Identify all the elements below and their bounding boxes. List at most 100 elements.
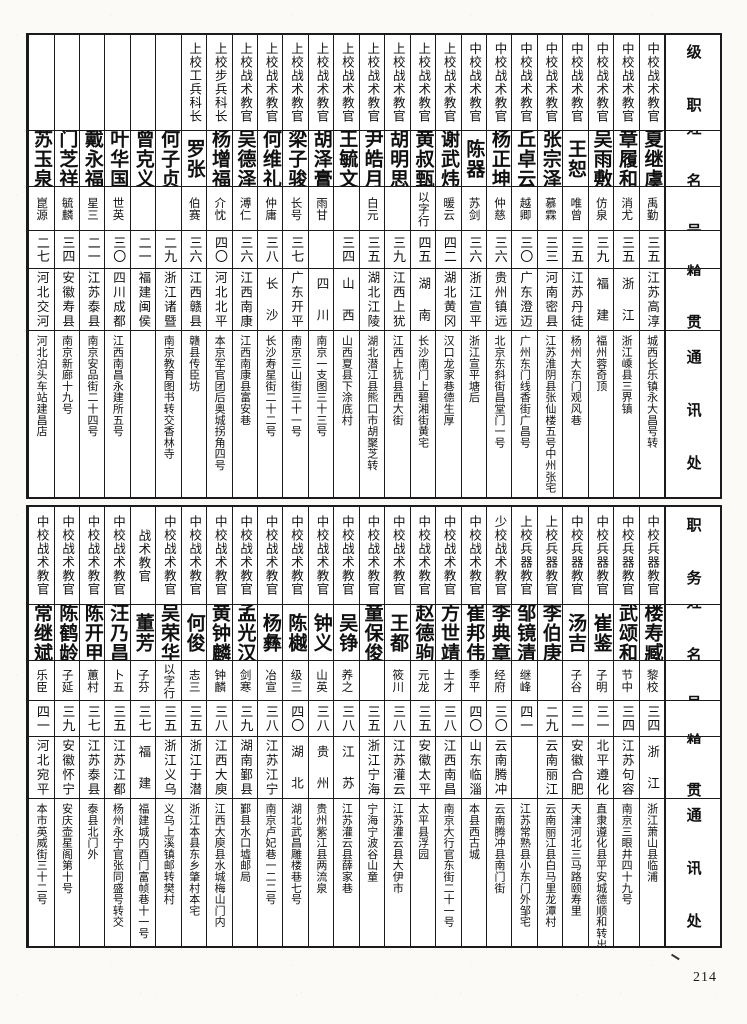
cell-age: 四〇: [283, 701, 308, 737]
person-column: 上校战术教官 谢武炜 暖云 四二 湖北黄冈 汉口龙家巷德生厚: [435, 35, 461, 497]
cell-alias: 唯曾: [563, 187, 588, 231]
cell-name: 邹镜清: [512, 605, 537, 661]
cell-text-name: 吴雨敷: [590, 131, 613, 187]
cell-native: 湖 南: [410, 269, 436, 331]
cell-text-age: 四〇: [288, 705, 304, 732]
cell-text-name: 杨彝: [259, 612, 282, 653]
cell-text-age: 三五: [364, 236, 380, 263]
cell-text-native: 江苏泰县: [85, 270, 101, 329]
cell-alias: 以字行: [410, 187, 436, 231]
cell-address: 汉口龙家巷德生厚: [436, 331, 460, 497]
cell-rank: 中校战术教官: [232, 507, 257, 605]
cell-age: 四一: [512, 701, 537, 737]
cell-rank: 中校战术教官: [283, 507, 308, 605]
cell-rank: 上校战术教官: [385, 35, 410, 131]
cell-text-native: 山东临淄: [467, 738, 483, 797]
cell-address: 杨州大东门观风巷: [563, 331, 587, 497]
cell-native: [512, 737, 537, 799]
row-label-address: 通 讯 处: [666, 799, 720, 946]
cell-alias: 蕙村: [79, 661, 105, 701]
cell-text-address: 福州蓉奇顶: [594, 335, 608, 392]
row-label-name: 姓 名: [666, 605, 720, 661]
person-column: 上校战术教官 胡明思 三九 江西上犹 江西上犹县西大街: [384, 35, 410, 497]
cell-text-rank: 中校战术教官: [492, 42, 508, 123]
cell-address: 江西上犹县西大街: [385, 331, 409, 497]
cell-rank: 中校战术教官: [105, 507, 130, 605]
cell-alias: 毓麟: [54, 187, 79, 231]
cell-rank: 少校战术教官: [486, 507, 512, 605]
cell-name: 赵德驹: [410, 605, 436, 661]
cell-native: 广东开平: [283, 269, 308, 331]
cell-text-native: 安徽太平: [416, 738, 432, 797]
cell-text-name: 童保俊: [361, 605, 384, 661]
cell-native: 湖北江陵: [359, 269, 385, 331]
cell-text-rank: 少校战术教官: [492, 515, 508, 596]
row-label-rank: 职 务: [666, 507, 720, 605]
cell-native: 江苏灌云: [385, 737, 410, 799]
person-column: 中校兵器教官 汤吉 子谷 三一 安徽合肥 天津河北三马路颐寿里: [562, 507, 588, 946]
cell-text-age: 三五: [161, 705, 177, 732]
person-column: 上校战术教官 吴德泽 溥仁 三六 江西南康 江西南康县富安巷: [231, 35, 257, 497]
cell-name: 常继斌: [29, 605, 54, 661]
cell-text-age: 三八: [440, 705, 456, 732]
cell-text-rank: 中校战术教官: [289, 515, 305, 596]
cell-name: 曾克义: [130, 131, 156, 187]
cell-native: 安徽寿县: [54, 269, 79, 331]
cell-rank: 上校战术教官: [410, 35, 436, 131]
cell-text-native: 浙江于潜: [187, 738, 203, 797]
cell-text-alias: 慕霖: [543, 196, 558, 221]
cell-alias: [537, 661, 563, 701]
cell-text-address: 云南丽江县白马里龙潭村: [543, 803, 557, 928]
person-column: 上校兵器教官 李伯庚 二九 云南丽江 云南丽江县白马里龙潭村: [536, 507, 563, 946]
cell-text-age: 三七: [84, 705, 100, 732]
cell-native: 浙 江: [639, 737, 664, 799]
cell-text-age: 三五: [110, 705, 126, 732]
cell-age: 三六: [486, 231, 512, 269]
cell-text-name: 胡明思: [387, 131, 410, 187]
cell-name: 崔鉴: [588, 605, 614, 661]
cell-native: 福 建: [588, 269, 614, 331]
cell-text-address: 南京三眼井四十九号: [620, 803, 634, 905]
cell-alias: 志三: [181, 661, 207, 701]
cell-text-address: 河北泊头车站建昌店: [35, 335, 49, 437]
cell-text-address: 直隶遵化县平安城德顺和转出头岭: [594, 803, 608, 946]
cell-text-name: 赵德驹: [412, 605, 435, 661]
cell-name: 孟光汉: [232, 605, 257, 661]
cell-rank: 中校战术教官: [79, 507, 105, 605]
cell-age: 三八: [258, 701, 283, 737]
cell-name: 童保俊: [359, 605, 385, 661]
cell-text-age: 四〇: [466, 705, 482, 732]
cell-alias: 越卿: [512, 187, 537, 231]
cell-text-name: 陈器: [463, 138, 486, 179]
person-column: 中校战术教官 王都 筱川 三八 江苏灌云 江苏灌云县大伊市: [384, 507, 410, 946]
cell-alias: 黎校: [639, 661, 664, 701]
cell-text-native: 浙 江: [619, 276, 635, 323]
cell-name: 章履和: [614, 131, 639, 187]
cell-text-alias: 溥仁: [238, 196, 253, 221]
cell-text-native: 福 建: [594, 276, 610, 323]
cell-age: 三九: [54, 701, 79, 737]
cell-rank: 上校兵器教官: [537, 507, 563, 605]
cell-name: 陈樾: [283, 605, 308, 661]
cell-rank: 上校战术教官: [283, 35, 308, 131]
cell-text-native: 江苏江都: [110, 738, 126, 797]
cell-native: 四 川: [308, 269, 334, 331]
cell-text-name: 杨增福: [209, 131, 232, 187]
cell-text-age: 三六: [466, 236, 482, 263]
cell-text-native: 江苏江宁: [263, 738, 279, 797]
cell-native: 云南腾冲: [486, 737, 512, 799]
cell-native: 江 苏: [334, 737, 359, 799]
cell-alias: 子芬: [130, 661, 156, 701]
cell-native: 浙江诸暨: [156, 269, 181, 331]
cell-address: 江苏灌云县薛家巷: [334, 799, 358, 946]
cell-text-name: 吴铮: [336, 612, 359, 653]
cell-text-address: 江苏常熟县小东门外邹宅: [518, 803, 532, 928]
cell-rank: 中校战术教官: [207, 507, 232, 605]
cell-text-age: 二九: [161, 236, 177, 263]
cell-alias: 乐臣: [29, 661, 54, 701]
cell-rank: 中校战术教官: [334, 507, 359, 605]
cell-text-native: 山 西: [339, 276, 355, 323]
cell-text-alias: 筱川: [391, 668, 406, 693]
cell-text-native: 福 建: [136, 744, 152, 791]
